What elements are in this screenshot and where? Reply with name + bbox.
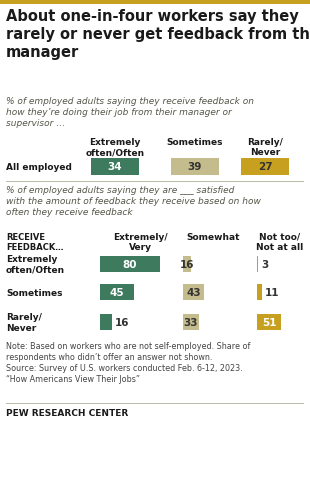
Text: 34: 34 [108,162,122,172]
Text: RECEIVE
FEEDBACK…: RECEIVE FEEDBACK… [6,232,64,252]
Text: Extremely
often/Often: Extremely often/Often [6,255,65,274]
Text: Rarely/
Never: Rarely/ Never [6,313,42,332]
Bar [241,158,289,175]
Text: 16: 16 [179,259,194,270]
Text: Note: Based on workers who are not self-employed. Share of
respondents who didn’: Note: Based on workers who are not self-… [6,341,250,383]
Bar [91,158,139,175]
Text: 27: 27 [258,162,272,172]
Bar [183,314,199,330]
Text: Rarely/
Never: Rarely/ Never [247,138,283,157]
Bar [6,403,304,404]
Text: 3: 3 [261,259,269,270]
Text: % of employed adults saying they receive feedback on
how they’re doing their job: % of employed adults saying they receive… [6,97,254,128]
Text: Somewhat: Somewhat [186,232,240,242]
Bar [100,314,112,330]
Text: 11: 11 [265,287,280,297]
Text: Sometimes: Sometimes [167,138,223,147]
Bar [0,1,310,5]
Text: 16: 16 [115,318,130,327]
Bar [257,314,281,330]
Bar [257,285,262,301]
Bar [171,158,219,175]
Text: 51: 51 [262,318,277,327]
Text: 33: 33 [184,318,198,327]
Bar [257,257,259,272]
Text: 45: 45 [109,287,124,297]
Bar [100,285,134,301]
Text: 80: 80 [123,259,137,270]
Text: PEW RESEARCH CENTER: PEW RESEARCH CENTER [6,408,128,417]
Bar [100,257,160,272]
Bar [183,285,204,301]
Text: All employed: All employed [6,162,72,171]
Text: About one-in-four workers say they
rarely or never get feedback from their
manag: About one-in-four workers say they rarel… [6,9,310,60]
Text: Extremely
often/Often: Extremely often/Often [86,138,144,157]
Text: Extremely/
Very: Extremely/ Very [113,232,167,252]
Text: Sometimes: Sometimes [6,288,63,297]
Bar [183,257,191,272]
Text: Not too/
Not at all: Not too/ Not at all [256,232,303,252]
Text: % of employed adults saying they are ___ satisfied
with the amount of feedback t: % of employed adults saying they are ___… [6,186,261,217]
Text: 43: 43 [186,287,201,297]
Text: 39: 39 [188,162,202,172]
